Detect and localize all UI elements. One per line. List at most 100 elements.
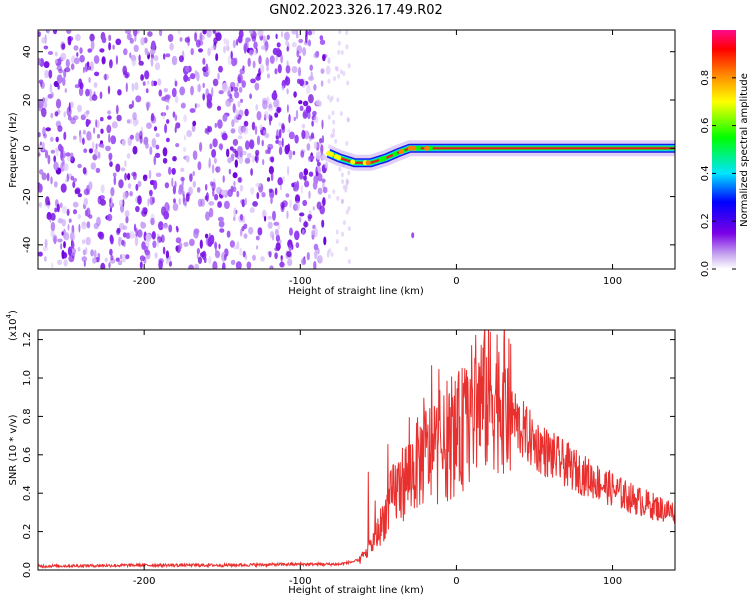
- noise-speckle: [285, 65, 291, 74]
- noise-speckle: [251, 155, 255, 163]
- noise-speckle: [253, 41, 258, 49]
- noise-speckle: [300, 184, 304, 195]
- noise-speckle: [327, 194, 331, 199]
- noise-speckle: [66, 156, 71, 162]
- noise-speckle: [209, 143, 213, 150]
- noise-speckle: [41, 141, 45, 151]
- noise-speckle: [307, 111, 311, 120]
- noise-speckle: [317, 187, 323, 195]
- y-tick-label: 0.6: [22, 447, 33, 463]
- noise-speckle: [303, 175, 307, 181]
- noise-speckle: [72, 181, 76, 189]
- noise-speckle: [260, 256, 265, 262]
- noise-speckle: [328, 144, 332, 150]
- noise-speckle: [58, 68, 63, 74]
- noise-speckle: [256, 135, 261, 146]
- noise-speckle: [117, 260, 123, 266]
- noise-speckle: [275, 98, 280, 109]
- y-tick-label: -40: [22, 237, 33, 253]
- noise-speckle: [50, 91, 54, 98]
- noise-speckle: [74, 57, 80, 65]
- noise-speckle: [199, 32, 203, 42]
- noise-speckle: [138, 60, 144, 66]
- noise-speckle: [76, 52, 79, 57]
- noise-speckle: [235, 261, 242, 269]
- noise-speckle: [77, 104, 82, 113]
- noise-speckle: [72, 135, 77, 140]
- noise-speckle: [40, 81, 43, 87]
- noise-speckle: [205, 63, 209, 72]
- noise-speckle: [93, 82, 98, 88]
- noise-speckle: [218, 243, 221, 250]
- noise-speckle: [306, 143, 311, 151]
- noise-speckle: [308, 76, 314, 81]
- noise-speckle: [192, 120, 197, 127]
- noise-speckle: [324, 161, 328, 169]
- noise-speckle: [266, 65, 269, 72]
- noise-speckle: [305, 33, 308, 44]
- noise-speckle: [81, 256, 88, 262]
- noise-speckle: [89, 33, 95, 42]
- noise-speckle: [299, 212, 305, 217]
- noise-speckle: [244, 197, 247, 206]
- noise-speckle: [57, 238, 63, 243]
- noise-speckle: [62, 77, 66, 86]
- noise-speckle: [288, 113, 291, 124]
- noise-speckle: [301, 129, 306, 140]
- noise-speckle: [314, 250, 318, 260]
- noise-speckle: [205, 211, 210, 221]
- noise-speckle: [206, 30, 212, 38]
- noise-speckle: [132, 145, 138, 155]
- meteor-track: [325, 140, 675, 239]
- noise-speckle: [39, 169, 44, 175]
- noise-speckle: [146, 122, 152, 129]
- noise-speckle: [142, 81, 146, 86]
- noise-speckle: [183, 241, 189, 247]
- noise-speckle: [44, 69, 49, 79]
- noise-speckle: [187, 38, 190, 47]
- noise-speckle: [287, 128, 290, 133]
- noise-speckle: [319, 138, 323, 144]
- noise-speckle: [96, 133, 101, 139]
- noise-speckle: [312, 206, 315, 211]
- noise-speckle: [205, 71, 209, 78]
- y-tick-label: 0.8: [22, 408, 33, 424]
- noise-speckle: [38, 31, 41, 37]
- noise-speckle: [131, 59, 136, 67]
- noise-speckle: [48, 200, 51, 206]
- noise-speckle: [292, 150, 296, 156]
- noise-speckle: [65, 178, 68, 183]
- noise-speckle: [131, 171, 137, 177]
- noise-speckle: [43, 61, 50, 69]
- noise-speckle: [197, 198, 203, 207]
- noise-speckle: [194, 103, 197, 109]
- snr-y-ticks: 0.0 0.2 0.4 0.6 0.8 1.0 1.2: [22, 332, 675, 578]
- noise-speckle: [112, 44, 115, 50]
- noise-speckle: [193, 228, 200, 235]
- noise-speckle: [109, 207, 112, 213]
- noise-speckle: [313, 52, 320, 59]
- noise-speckle: [331, 110, 335, 116]
- noise-speckle: [82, 129, 86, 135]
- noise-speckle: [301, 229, 305, 235]
- noise-speckle: [65, 58, 70, 68]
- noise-speckle: [279, 184, 282, 191]
- noise-speckle: [110, 235, 114, 245]
- noise-speckle: [97, 231, 103, 238]
- noise-speckle: [226, 148, 230, 158]
- noise-speckle: [335, 229, 339, 235]
- colorbar-label: Normalized spectral amplitude: [739, 73, 750, 227]
- noise-speckle: [86, 221, 91, 229]
- x-tick-label: -200: [133, 276, 156, 287]
- noise-speckle: [189, 73, 196, 80]
- noise-speckle: [227, 55, 232, 65]
- noise-speckle: [55, 51, 58, 57]
- noise-speckle: [162, 157, 168, 164]
- noise-speckle: [115, 38, 122, 46]
- noise-speckle: [41, 172, 47, 181]
- noise-speckle: [149, 48, 156, 55]
- noise-speckle: [236, 82, 239, 88]
- noise-speckle: [172, 156, 177, 162]
